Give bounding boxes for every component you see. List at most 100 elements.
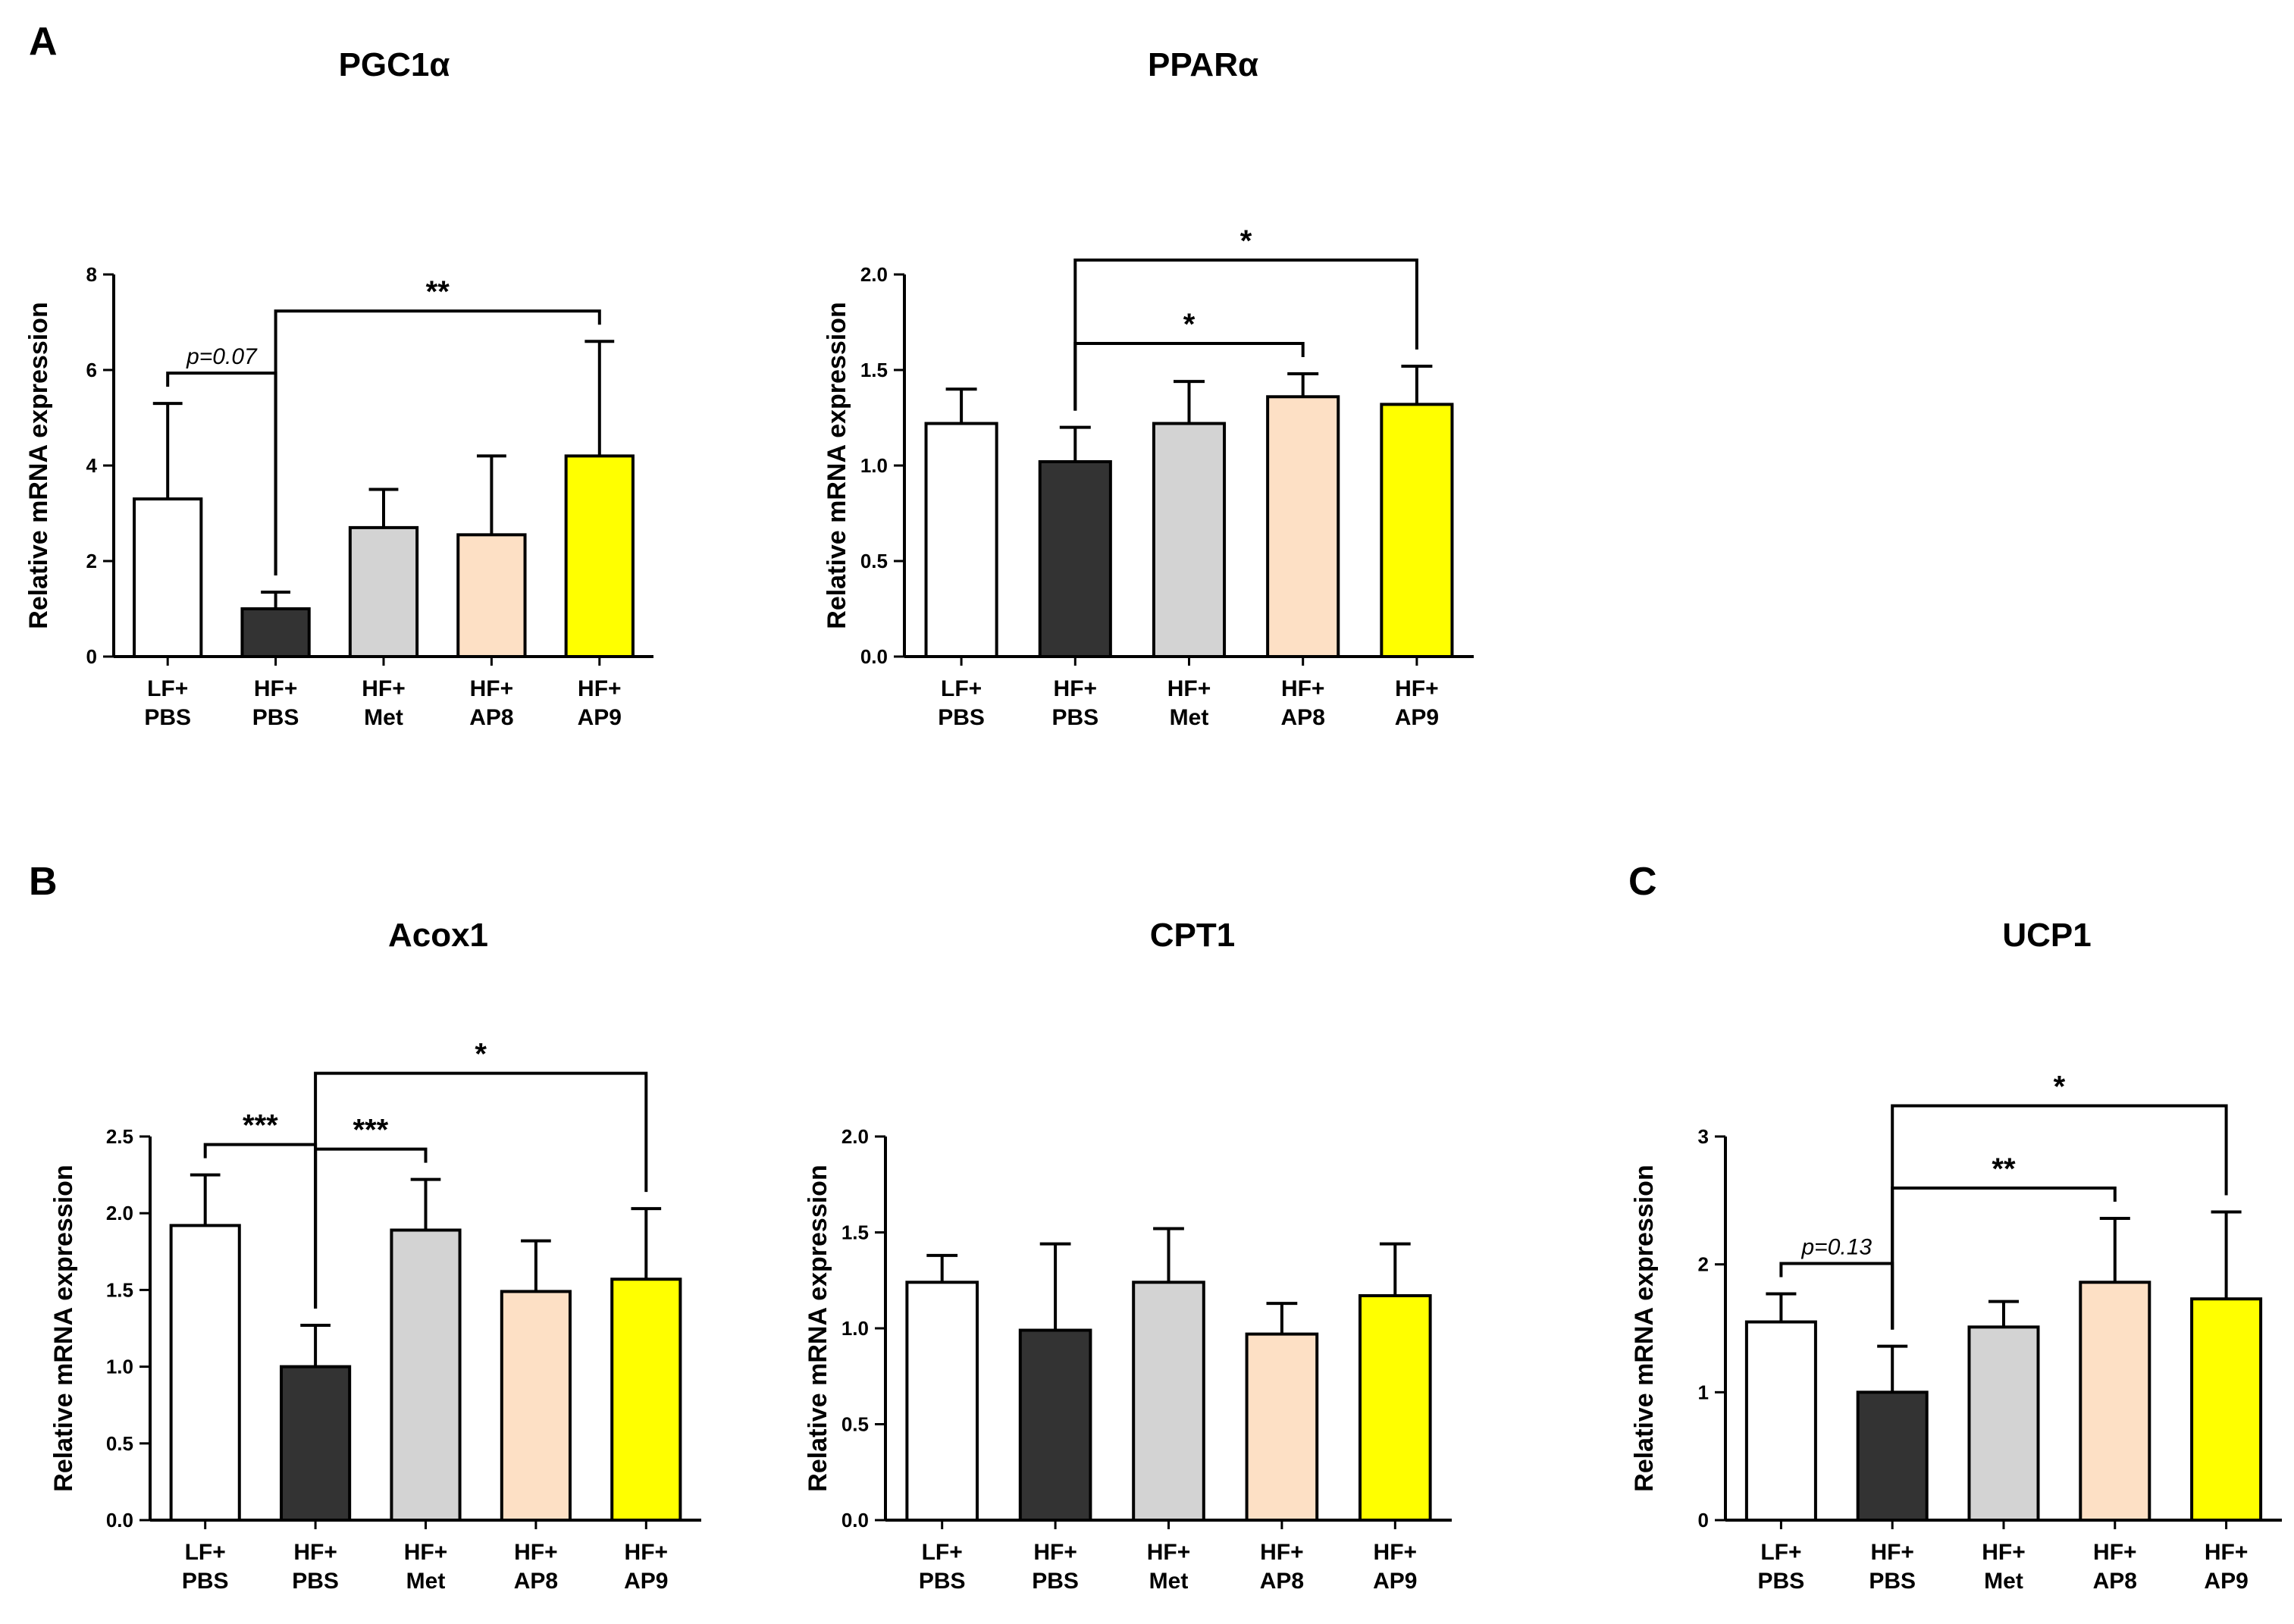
y-axis-label: Relative mRNA expression [1630, 1165, 1659, 1491]
y-tick-label: 0.5 [106, 1432, 133, 1455]
y-axis-label: Relative mRNA expression [804, 1165, 832, 1491]
x-tick-label: HF+ [514, 1540, 558, 1565]
x-tick-label: AP8 [514, 1569, 558, 1594]
significance-bracket [314, 1071, 648, 1309]
x-tick-label: PBS [1032, 1569, 1079, 1594]
y-tick-label: 8 [86, 263, 97, 286]
x-tick-label: PBS [919, 1569, 966, 1594]
x-tick-label: HF+ [362, 676, 406, 701]
x-tick-label: Met [1149, 1569, 1189, 1594]
significance-label: ** [1992, 1152, 2016, 1186]
x-tick-label: HF+ [578, 676, 622, 701]
y-tick-label: 0 [1698, 1509, 1709, 1532]
x-tick-label: Met [1984, 1569, 2023, 1594]
x-tick-label: HF+ [293, 1540, 337, 1565]
y-tick-label: 6 [86, 359, 97, 381]
x-tick-label: LF+ [922, 1540, 963, 1565]
y-tick-label: 4 [86, 454, 98, 477]
bar [240, 607, 311, 658]
y-tick-label: 1.5 [106, 1278, 133, 1301]
bar [1266, 395, 1340, 659]
charts-group: PGC1α Relative mRNA expression LF+ PBS HF+ PB… [24, 46, 2282, 1594]
x-tick-label: LF+ [941, 676, 982, 701]
x-tick-label: PBS [144, 705, 191, 730]
x-tick-label: HF+ [1033, 1540, 1077, 1565]
y-tick-label: 2 [86, 550, 97, 572]
significance-bracket [1073, 258, 1418, 411]
bar [1744, 1320, 1817, 1522]
significance-label: ** [426, 275, 450, 309]
x-tick-label: PBS [182, 1569, 229, 1594]
x-tick-label: HF+ [1260, 1540, 1304, 1565]
y-axis-label: Relative mRNA expression [49, 1165, 78, 1491]
x-tick-label: PBS [1051, 705, 1098, 730]
chart-1: PGC1α Relative mRNA expression LF+ PBS HF+ PB… [24, 46, 653, 730]
y-tick-label: 0 [86, 645, 97, 668]
x-tick-label: HF+ [1167, 676, 1211, 701]
x-tick-label: HF+ [404, 1540, 448, 1565]
bar [500, 1290, 572, 1522]
y-tick-label: 0.0 [841, 1509, 869, 1532]
y-tick-label: 2.0 [841, 1125, 869, 1148]
bar [1358, 1293, 1432, 1522]
significance-label: * [475, 1038, 487, 1071]
y-tick-label: 1.5 [860, 359, 888, 381]
x-tick-label: AP9 [1373, 1569, 1417, 1594]
bar [905, 1281, 979, 1522]
x-tick-label: HF+ [1870, 1540, 1914, 1565]
x-tick-label: LF+ [1760, 1540, 1801, 1565]
bar [2190, 1297, 2263, 1522]
x-tick-label: AP8 [2093, 1569, 2137, 1594]
bar [1152, 422, 1227, 658]
bar [564, 454, 635, 659]
bar [1856, 1390, 1929, 1522]
y-tick-label: 0.5 [841, 1413, 869, 1436]
panel-letter-b: B [29, 860, 58, 904]
x-tick-label: PBS [252, 705, 299, 730]
x-tick-label: HF+ [2205, 1540, 2249, 1565]
y-tick-label: 1.0 [841, 1317, 869, 1340]
bar [1018, 1328, 1092, 1522]
y-axis-label: Relative mRNA expression [823, 302, 851, 629]
chart-title: Acox1 [388, 917, 488, 954]
significance-bracket [1779, 1262, 1894, 1330]
significance-label: * [2054, 1071, 2066, 1104]
y-tick-label: 1.0 [860, 454, 888, 477]
bar [610, 1278, 682, 1522]
x-tick-label: AP8 [1281, 705, 1325, 730]
significance-label: p=0.07 [186, 344, 258, 369]
y-tick-label: 1.0 [106, 1356, 133, 1378]
x-tick-label: AP8 [469, 705, 513, 730]
bar [1038, 459, 1112, 659]
x-tick-label: Met [406, 1569, 446, 1594]
bar [1967, 1325, 2040, 1522]
x-tick-label: AP9 [1395, 705, 1439, 730]
x-tick-label: HF+ [625, 1540, 669, 1565]
x-tick-label: LF+ [147, 676, 188, 701]
chart-5: UCP1 Relative mRNA expression LF+ PBS HF+ PBS… [1630, 917, 2282, 1594]
significance-bracket [274, 309, 601, 575]
chart-3: Acox1 Relative mRNA expression LF+ PBS HF+ PB… [49, 917, 701, 1594]
x-tick-label: HF+ [1281, 676, 1325, 701]
bar [924, 422, 998, 658]
y-tick-label: 0.5 [860, 550, 888, 572]
significance-label: * [1240, 224, 1252, 258]
bar [1380, 403, 1454, 658]
y-tick-label: 3 [1698, 1125, 1709, 1148]
y-tick-label: 2.0 [106, 1202, 133, 1224]
chart-title: UCP1 [2002, 917, 2091, 954]
y-tick-label: 0.0 [106, 1509, 133, 1532]
x-tick-label: HF+ [1374, 1540, 1418, 1565]
y-tick-label: 0.0 [860, 645, 888, 668]
chart-title: CPT1 [1150, 917, 1235, 954]
x-tick-label: HF+ [254, 676, 298, 701]
y-tick-label: 2.5 [106, 1125, 133, 1148]
y-tick-label: 2 [1698, 1253, 1709, 1276]
significance-label: *** [353, 1114, 388, 1147]
y-tick-label: 2.0 [860, 263, 888, 286]
significance-label: * [1183, 308, 1196, 341]
x-tick-label: AP9 [578, 705, 622, 730]
x-tick-label: PBS [1869, 1569, 1916, 1594]
x-tick-label: LF+ [185, 1540, 226, 1565]
x-tick-label: HF+ [1982, 1540, 2026, 1565]
